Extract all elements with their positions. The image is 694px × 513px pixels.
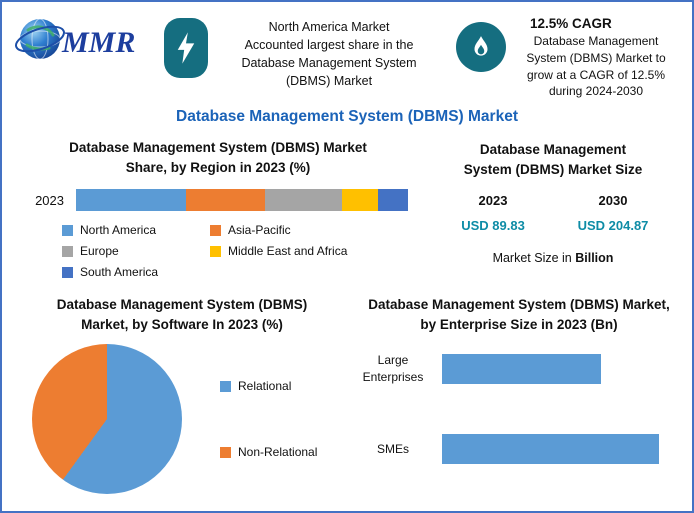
region-legend: North America Asia-Pacific Europe Middle Ea…	[62, 223, 424, 279]
region-stacked-bar	[76, 189, 408, 212]
legend-label: Middle East and Africa	[228, 244, 348, 259]
market-size-year: 2023	[478, 192, 508, 208]
cagr-text: Database Management System (DBMS) Market…	[526, 34, 666, 99]
legend-item-asia-pacific: Asia-Pacific	[210, 223, 386, 237]
software-chart-title: Database Management System (DBMS) Market…	[56, 297, 308, 332]
header: MMR North America Market Accounted large…	[2, 2, 692, 100]
lightning-icon	[177, 32, 195, 64]
market-size-year: 2030	[598, 192, 628, 208]
cagr-title: 12.5% CAGR	[530, 16, 612, 31]
enterprise-bar-label: SMEs	[376, 441, 409, 456]
region-bar-year-label: 2023	[35, 192, 64, 208]
enterprise-bar-large-enterprises	[442, 354, 601, 385]
market-size-section: Database Management System (DBMS) Market…	[424, 138, 682, 265]
legend-item-north-america: North America	[62, 223, 210, 237]
enterprise-bar-rows: Large Enterprises SMEs	[356, 352, 682, 465]
legend-item-middle-east-and-africa: Middle East and Africa	[210, 244, 386, 258]
market-size-value: USD 204.87	[577, 217, 649, 233]
market-size-note-text: Market Size in	[492, 250, 576, 265]
market-size-col-2030: 2030 USD 204.87	[553, 193, 673, 233]
legend-swatch	[62, 266, 73, 278]
region-chart-section: Database Management System (DBMS) Market…	[12, 138, 424, 279]
legend-swatch	[62, 245, 73, 257]
bar-segment-north-america	[76, 189, 186, 212]
bar-segment-asia-pacific	[185, 189, 266, 212]
enterprise-bar-row-large-enterprises: Large Enterprises	[356, 352, 672, 386]
legend-swatch	[220, 446, 231, 458]
market-size-note-unit: Billion	[575, 250, 614, 265]
enterprise-bar-smes	[442, 434, 660, 465]
legend-swatch	[210, 245, 221, 257]
region-chart-title: Database Management System (DBMS) Market…	[69, 140, 367, 175]
software-chart-section: Database Management System (DBMS) Market…	[8, 295, 356, 495]
flame-badge	[456, 22, 506, 72]
legend-label: Relational	[238, 379, 292, 394]
market-size-title: Database Management System (DBMS) Market…	[463, 142, 643, 178]
highlight-region-text: North America Market Accounted largest s…	[241, 20, 417, 89]
enterprise-chart-section: Database Management System (DBMS) Market…	[356, 295, 682, 465]
software-chart-content: Relational Non-Relational	[8, 344, 356, 495]
enterprise-bar-row-smes: SMEs	[356, 434, 672, 465]
legend-item-europe: Europe	[62, 244, 210, 258]
software-pie	[32, 344, 182, 495]
legend-item-relational: Relational	[220, 379, 317, 393]
mmr-logo: MMR	[14, 12, 152, 73]
logo-text: MMR	[61, 26, 135, 59]
software-legend: Relational Non-Relational	[220, 379, 317, 459]
enterprise-chart-title: Database Management System (DBMS) Market…	[368, 297, 670, 332]
legend-swatch	[62, 224, 73, 236]
bar-segment-europe	[265, 189, 342, 212]
lightning-badge	[164, 18, 208, 78]
bottom-row: Database Management System (DBMS) Market…	[2, 279, 692, 495]
globe-icon: MMR	[15, 18, 135, 60]
market-size-col-2023: 2023 USD 89.83	[433, 193, 553, 233]
legend-label: South America	[80, 265, 159, 280]
legend-label: Europe	[80, 244, 119, 259]
market-size-note: Market Size in Billion	[424, 251, 682, 265]
market-size-value: USD 89.83	[461, 217, 525, 233]
legend-item-south-america: South America	[62, 265, 210, 279]
enterprise-bar-track	[442, 434, 672, 465]
enterprise-bar-track	[442, 354, 672, 385]
legend-label: Asia-Pacific	[228, 223, 291, 238]
bar-segment-middle-east-and-africa	[341, 189, 379, 212]
market-size-columns: 2023 USD 89.83 2030 USD 204.87	[433, 193, 673, 233]
page-title: Database Management System (DBMS) Market	[176, 108, 518, 126]
legend-swatch	[210, 224, 221, 236]
highlight-cagr: 12.5% CAGR Database Management System (D…	[518, 16, 678, 100]
flame-icon	[474, 36, 488, 56]
legend-swatch	[220, 380, 231, 392]
legend-item-non-relational: Non-Relational	[220, 445, 317, 459]
legend-label: North America	[80, 223, 157, 238]
legend-label: Non-Relational	[238, 445, 318, 460]
region-bar-row: 2023	[12, 189, 424, 212]
middle-row: Database Management System (DBMS) Market…	[2, 126, 692, 279]
bar-segment-south-america	[378, 189, 408, 212]
enterprise-bar-label: Large Enterprises	[362, 353, 424, 385]
